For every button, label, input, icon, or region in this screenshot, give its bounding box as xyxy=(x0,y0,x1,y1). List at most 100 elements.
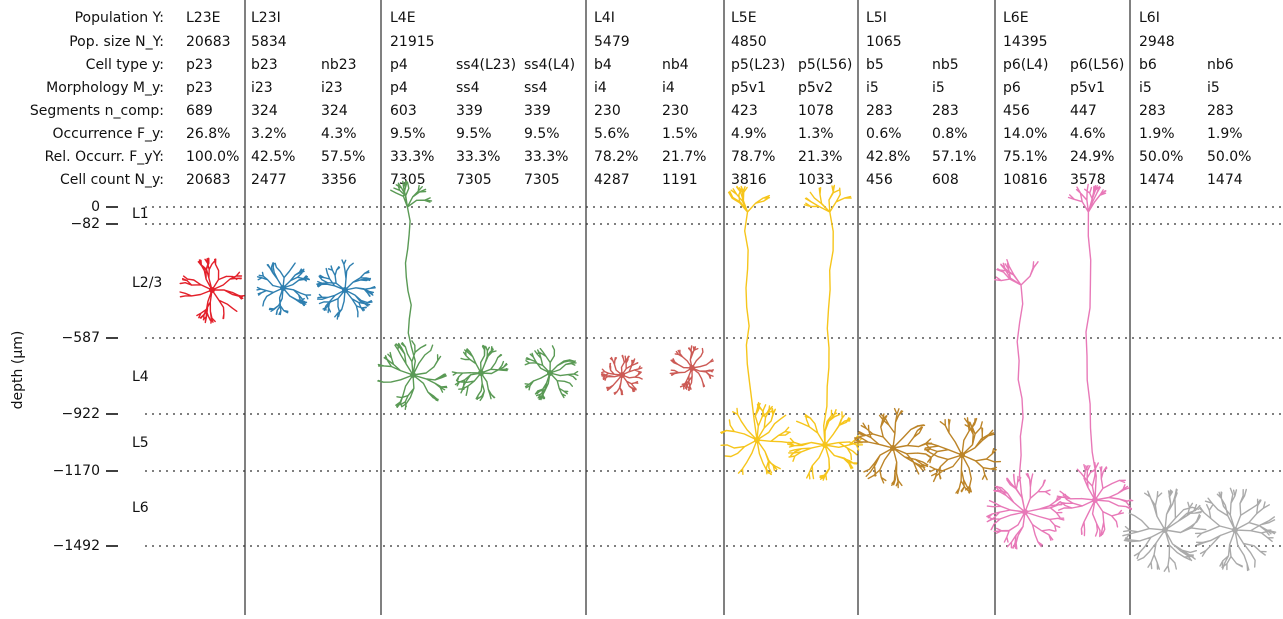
cell-type: nb5 xyxy=(932,57,959,73)
cell-count: 20683 xyxy=(186,172,231,188)
neuron-soma xyxy=(342,287,348,293)
neuron-morphology xyxy=(1057,184,1133,536)
population-name: L5I xyxy=(866,10,887,26)
cell-morphology: p6 xyxy=(1003,80,1021,96)
population-name: L23I xyxy=(251,10,281,26)
layer-label: L6 xyxy=(132,500,149,516)
neuron-soma xyxy=(280,285,286,291)
cell-segments: 283 xyxy=(866,103,893,119)
cell-segments: 283 xyxy=(1139,103,1166,119)
cell-rel-occurrence: 33.3% xyxy=(390,149,434,165)
cell-type: nb4 xyxy=(662,57,689,73)
cell-type: p6(L4) xyxy=(1003,57,1048,73)
cell-segments: 603 xyxy=(390,103,417,119)
cell-count: 1474 xyxy=(1139,172,1175,188)
cell-rel-occurrence: 21.7% xyxy=(662,149,706,165)
population-name: L5E xyxy=(731,10,757,26)
neuron-soma xyxy=(1022,509,1028,515)
cell-segments: 283 xyxy=(1207,103,1234,119)
population-size: 1065 xyxy=(866,34,902,50)
population-size: 20683 xyxy=(186,34,231,50)
neuron-soma xyxy=(822,442,828,448)
cell-occurrence: 4.6% xyxy=(1070,126,1106,142)
population-name: L4I xyxy=(594,10,615,26)
cell-occurrence: 0.6% xyxy=(866,126,902,142)
population-size: 5834 xyxy=(251,34,287,50)
depth-axis-label: depth (μm) xyxy=(10,331,26,410)
cell-occurrence: 9.5% xyxy=(390,126,426,142)
cell-type: p5(L56) xyxy=(798,57,852,73)
cell-count: 1033 xyxy=(798,172,834,188)
cell-count: 1191 xyxy=(662,172,698,188)
cell-type: nb6 xyxy=(1207,57,1234,73)
layer-label: L1 xyxy=(132,206,149,222)
row-label: Cell type y: xyxy=(86,57,164,73)
cell-occurrence: 4.9% xyxy=(731,126,767,142)
cell-rel-occurrence: 75.1% xyxy=(1003,149,1047,165)
cell-morphology: p5v2 xyxy=(798,80,833,96)
cell-segments: 339 xyxy=(456,103,483,119)
cell-segments: 339 xyxy=(524,103,551,119)
cell-rel-occurrence: 57.5% xyxy=(321,149,365,165)
cell-rel-occurrence: 78.2% xyxy=(594,149,638,165)
cell-morphology: i23 xyxy=(251,80,273,96)
cell-occurrence: 4.3% xyxy=(321,126,357,142)
cell-count: 456 xyxy=(866,172,893,188)
cell-segments: 230 xyxy=(594,103,621,119)
population-size: 5479 xyxy=(594,34,630,50)
cell-count: 1474 xyxy=(1207,172,1243,188)
neuron-soma xyxy=(959,452,965,458)
row-label: Morphology M_y: xyxy=(46,80,164,96)
population-size: 21915 xyxy=(390,34,435,50)
neuron-soma xyxy=(689,365,695,371)
cell-type: p6(L56) xyxy=(1070,57,1124,73)
layer-label: L2/3 xyxy=(132,275,162,291)
population-name: L4E xyxy=(390,10,416,26)
population-size: 4850 xyxy=(731,34,767,50)
cell-count: 4287 xyxy=(594,172,630,188)
cell-morphology: p5v1 xyxy=(1070,80,1105,96)
cell-rel-occurrence: 42.8% xyxy=(866,149,910,165)
cell-rel-occurrence: 78.7% xyxy=(731,149,775,165)
neuron-morphology xyxy=(788,185,863,480)
cell-type: b23 xyxy=(251,57,278,73)
cell-rel-occurrence: 57.1% xyxy=(932,149,976,165)
cell-morphology: i5 xyxy=(1207,80,1220,96)
neuron-soma xyxy=(547,370,553,376)
cell-morphology: p4 xyxy=(390,80,408,96)
cell-morphology: i4 xyxy=(594,80,607,96)
neuron-soma xyxy=(209,287,215,293)
cell-rel-occurrence: 24.9% xyxy=(1070,149,1114,165)
cell-morphology: p23 xyxy=(186,80,213,96)
cell-count: 3356 xyxy=(321,172,357,188)
cell-segments: 447 xyxy=(1070,103,1097,119)
cell-occurrence: 5.6% xyxy=(594,126,630,142)
cell-occurrence: 3.2% xyxy=(251,126,287,142)
depth-tick-label: −82 xyxy=(70,216,100,232)
cell-rel-occurrence: 50.0% xyxy=(1139,149,1183,165)
cell-segments: 324 xyxy=(321,103,348,119)
cell-rel-occurrence: 33.3% xyxy=(524,149,568,165)
neuron-soma xyxy=(410,372,416,378)
cell-type: b4 xyxy=(594,57,612,73)
cell-count: 10816 xyxy=(1003,172,1048,188)
row-label: Population Y: xyxy=(75,10,164,26)
cell-segments: 283 xyxy=(932,103,959,119)
cell-count: 2477 xyxy=(251,172,287,188)
cell-rel-occurrence: 100.0% xyxy=(186,149,239,165)
cell-type: ss4(L4) xyxy=(524,57,575,73)
neuron-soma xyxy=(890,445,896,451)
cell-occurrence: 26.8% xyxy=(186,126,230,142)
cell-segments: 324 xyxy=(251,103,278,119)
neuron-morphology xyxy=(721,187,795,475)
cell-type: b6 xyxy=(1139,57,1157,73)
cell-rel-occurrence: 33.3% xyxy=(456,149,500,165)
cell-type: p4 xyxy=(390,57,408,73)
row-label: Pop. size N_Y: xyxy=(69,34,164,50)
cell-count: 7305 xyxy=(456,172,492,188)
population-name: L6E xyxy=(1003,10,1029,26)
neuron-soma xyxy=(1162,527,1168,533)
neuron-morphology xyxy=(987,260,1064,549)
cell-occurrence: 9.5% xyxy=(524,126,560,142)
cell-type: b5 xyxy=(866,57,884,73)
